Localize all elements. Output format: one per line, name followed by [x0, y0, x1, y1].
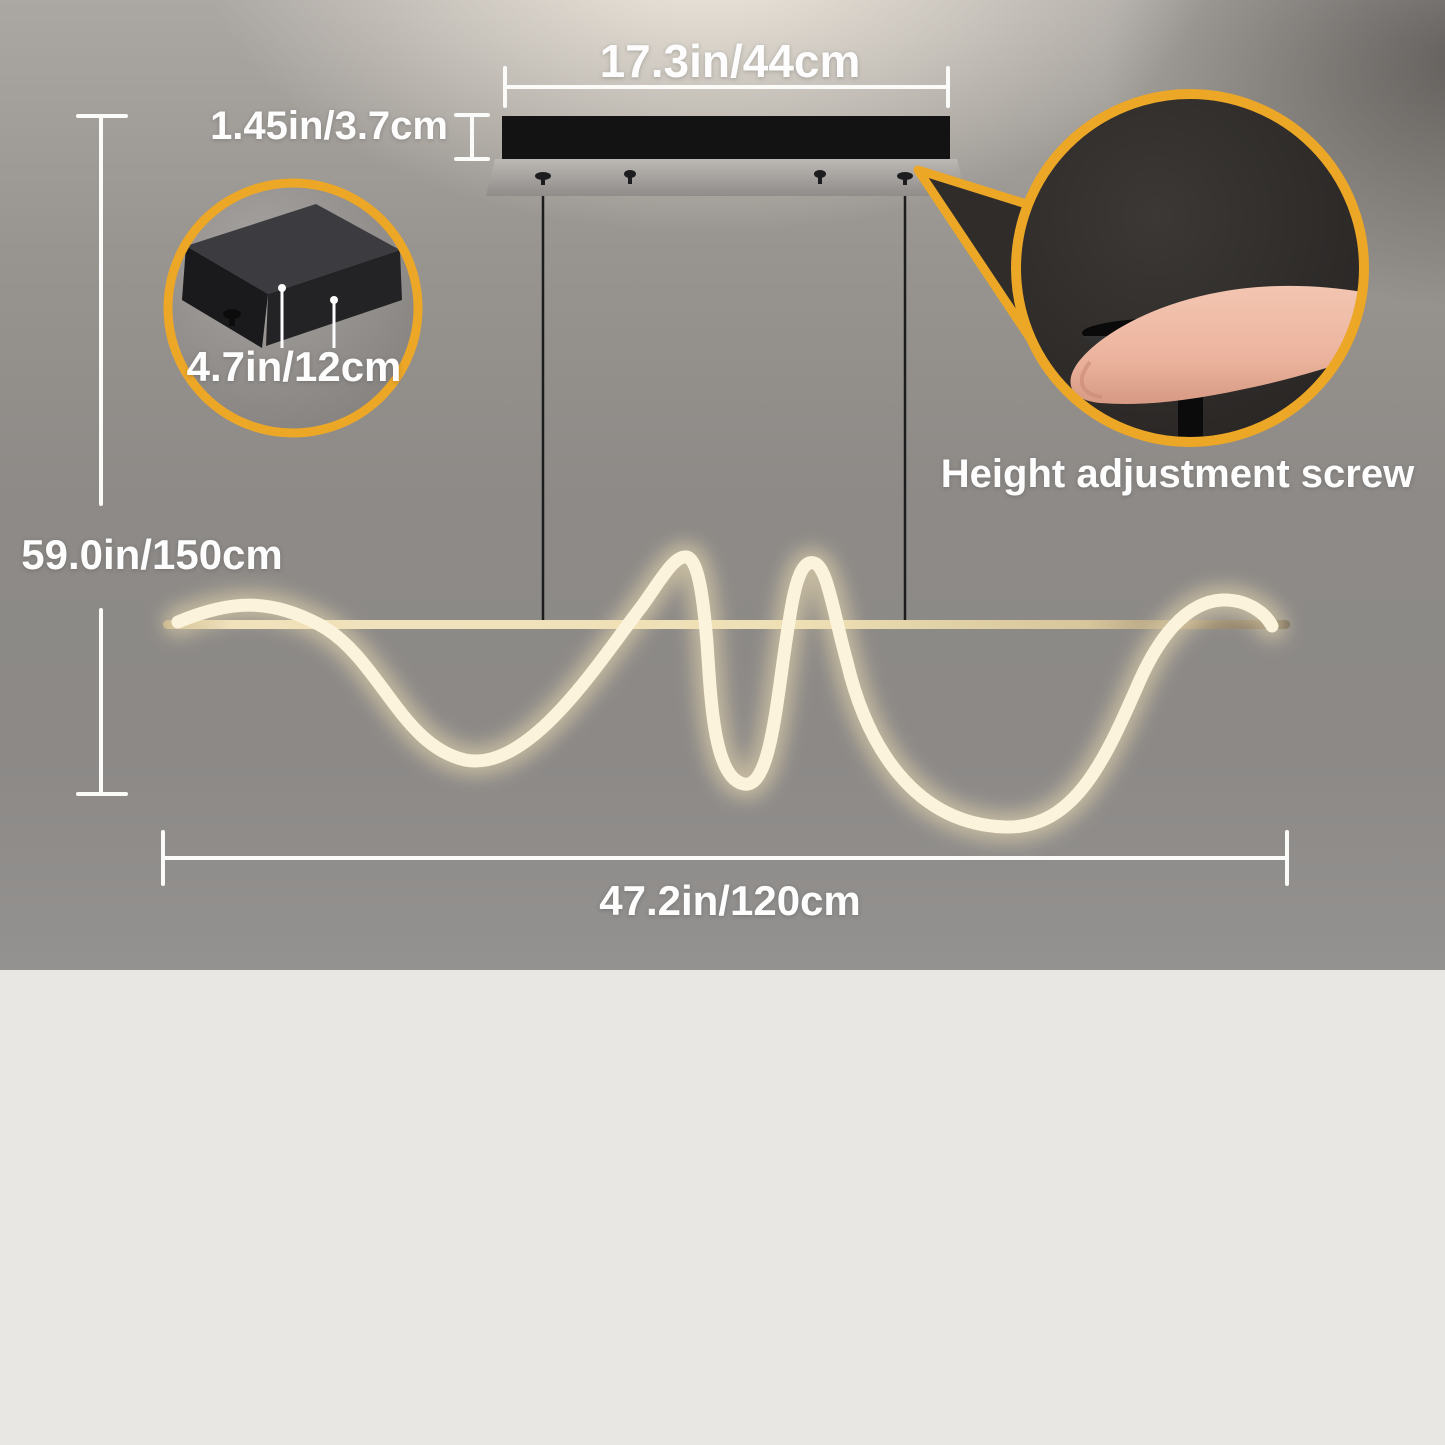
- dimension-fixture-length: [161, 830, 1289, 886]
- canopy-screws: [535, 170, 913, 185]
- ceiling-canopy: [486, 116, 966, 196]
- finger: [1070, 285, 1364, 404]
- dimension-hanging-height: [76, 114, 128, 796]
- pendant-light-illustration: [76, 66, 1369, 886]
- canopy-depth-label: 4.7in/12cm: [186, 343, 402, 390]
- screw-callout-label: Height adjustment screw: [940, 452, 1415, 496]
- technical-details-section: TECHNICAL DETAILS Size: L47.2in (120cm) …: [0, 970, 1445, 1445]
- light-bar: [163, 620, 1290, 629]
- fixture-length-label: 47.2in/120cm: [599, 877, 861, 924]
- screw-closeup: [1070, 285, 1364, 442]
- hanging-height-label: 59.0in/150cm: [21, 531, 283, 578]
- dimension-canopy-width: [503, 66, 950, 108]
- callout-ring: [1011, 89, 1369, 447]
- suspension-wires: [541, 182, 907, 624]
- screw-callout: [913, 89, 1369, 447]
- pendant-fixture: [163, 542, 1290, 843]
- dimension-canopy-height-bracket: [454, 113, 490, 161]
- led-tube-glow: [163, 542, 1287, 843]
- canopy-width-label: 17.3in/44cm: [599, 35, 861, 87]
- callout-ring: [163, 178, 423, 438]
- leader-lines: [280, 290, 336, 348]
- product-photo-section: 17.3in/44cm 1.45in/3.7cm 4.7in/12cm 59.0…: [0, 0, 1445, 970]
- canopy-height-label: 1.45in/3.7cm: [210, 104, 448, 148]
- canopy-depth-callout: [163, 178, 423, 438]
- led-tube: [171, 550, 1279, 834]
